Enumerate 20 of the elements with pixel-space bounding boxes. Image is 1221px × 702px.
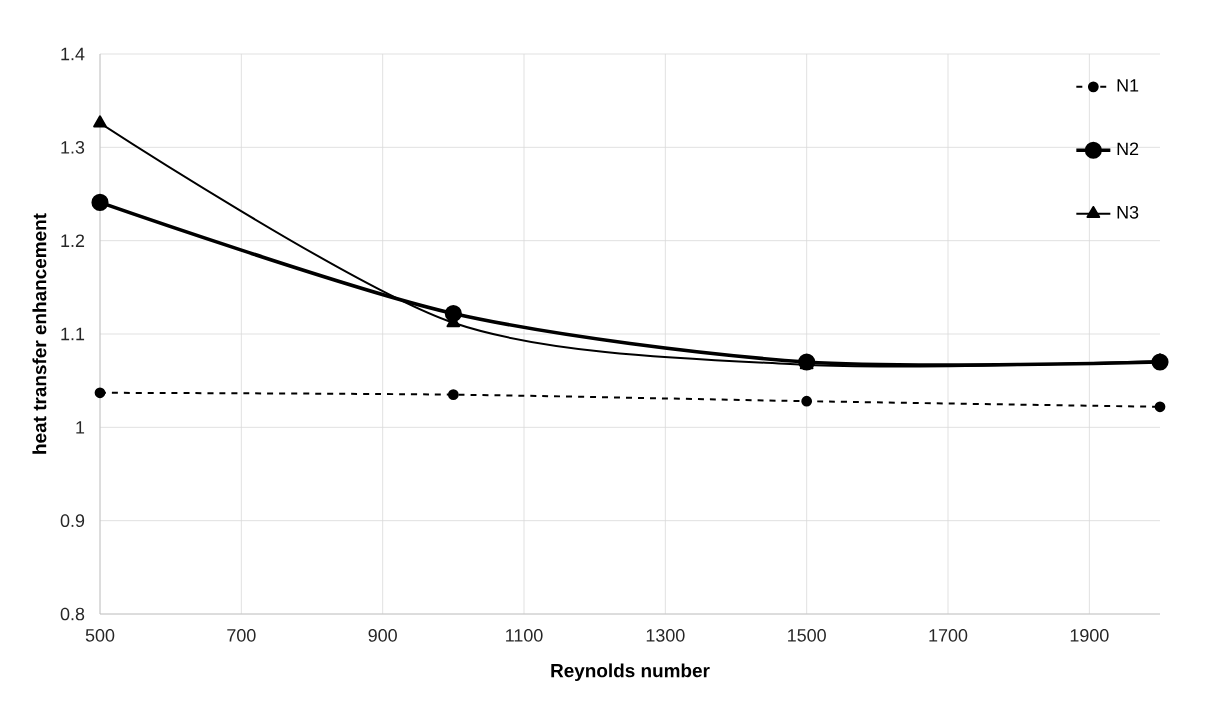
y-axis-title: heat transfer enhancement [32, 213, 47, 454]
legend-label: N2 [1117, 142, 1139, 155]
x-tick-label: 700 [227, 629, 256, 642]
y-tick-label: 1.3 [61, 140, 85, 154]
y-tick-label: 1.2 [61, 234, 85, 247]
legend-label: N3 [1117, 205, 1139, 219]
legend-label: N1 [1117, 79, 1139, 92]
x-tick-label: 1900 [1070, 629, 1109, 642]
x-tick-label: 500 [85, 629, 115, 642]
x-axis-title: Reynolds number [551, 663, 710, 682]
x-tick-label: 1100 [506, 629, 543, 642]
x-tick-label: 1700 [929, 629, 968, 642]
y-tick-label: 0.9 [60, 514, 85, 528]
y-tick-label: 1 [76, 421, 85, 434]
y-tick-label: 1.4 [61, 47, 85, 61]
y-tick-label: 1.1 [61, 327, 85, 341]
x-tick-label: 900 [368, 629, 397, 642]
x-tick-label: 1300 [646, 629, 685, 642]
y-tick-label: 0.8 [60, 607, 85, 621]
x-tick-label: 1500 [788, 629, 826, 642]
